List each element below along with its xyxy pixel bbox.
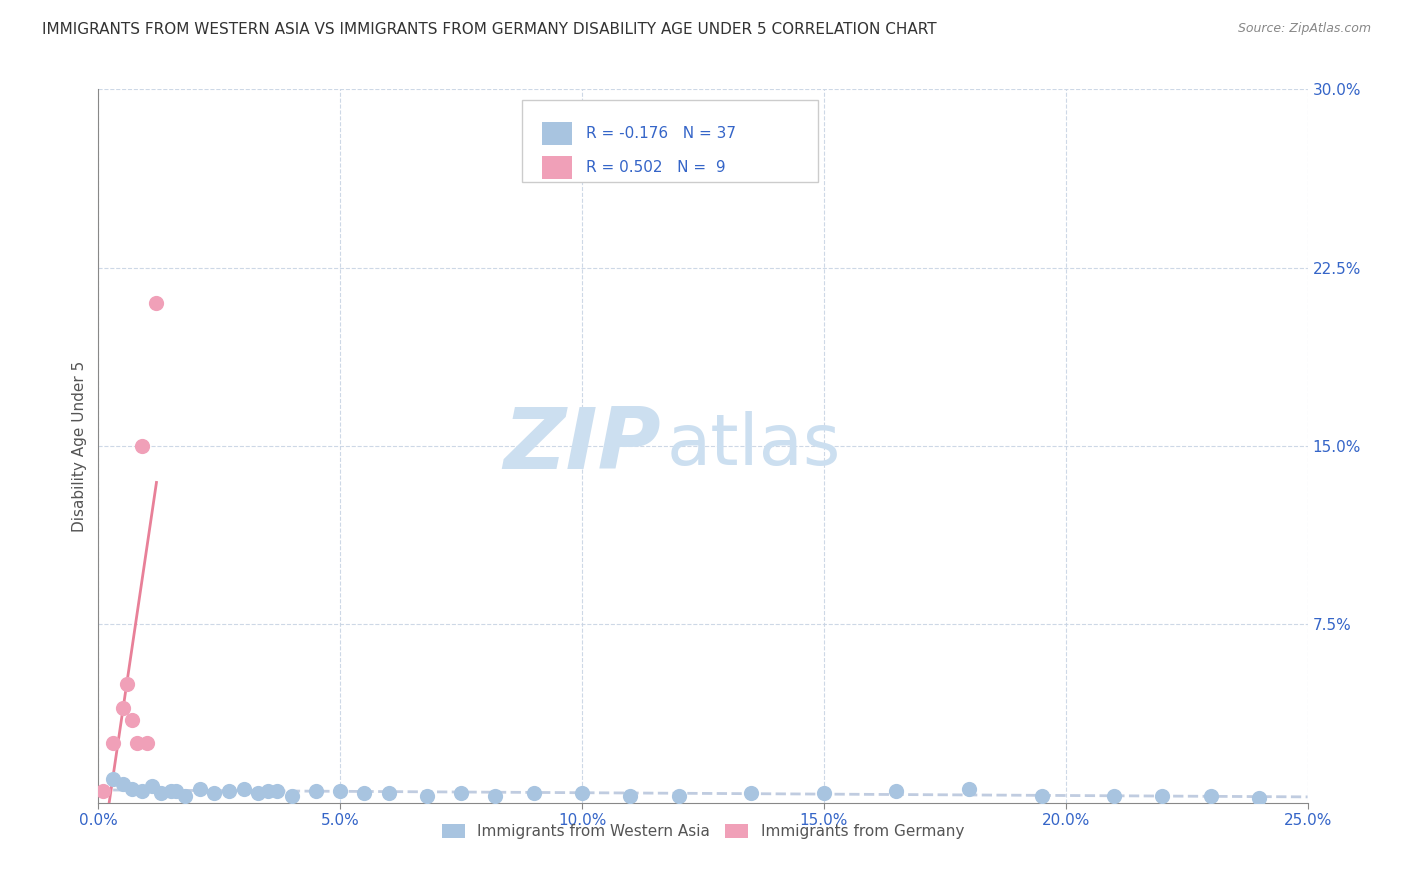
- Point: [218, 784, 240, 798]
- Point: [101, 736, 124, 750]
- Text: atlas: atlas: [666, 411, 841, 481]
- Text: ZIP: ZIP: [503, 404, 661, 488]
- Point: [813, 786, 835, 800]
- Point: [135, 736, 157, 750]
- Point: [204, 786, 226, 800]
- Point: [165, 784, 187, 798]
- Point: [127, 736, 149, 750]
- Point: [111, 700, 134, 714]
- FancyBboxPatch shape: [522, 100, 818, 182]
- Point: [281, 789, 304, 803]
- Point: [174, 789, 197, 803]
- FancyBboxPatch shape: [543, 156, 572, 178]
- FancyBboxPatch shape: [543, 122, 572, 145]
- Point: [256, 784, 278, 798]
- Point: [141, 779, 163, 793]
- Point: [188, 781, 211, 796]
- Point: [266, 784, 288, 798]
- Point: [740, 786, 762, 800]
- Point: [353, 786, 375, 800]
- Legend: Immigrants from Western Asia, Immigrants from Germany: Immigrants from Western Asia, Immigrants…: [436, 818, 970, 845]
- Point: [150, 786, 173, 800]
- Text: R = 0.502   N =  9: R = 0.502 N = 9: [586, 160, 725, 175]
- Point: [160, 784, 183, 798]
- Point: [121, 713, 143, 727]
- Point: [416, 789, 439, 803]
- Point: [523, 786, 546, 800]
- Point: [305, 784, 328, 798]
- Point: [571, 786, 593, 800]
- Point: [131, 439, 153, 453]
- Text: Source: ZipAtlas.com: Source: ZipAtlas.com: [1237, 22, 1371, 36]
- Point: [450, 786, 472, 800]
- Point: [101, 772, 124, 786]
- Point: [117, 677, 139, 691]
- Y-axis label: Disability Age Under 5: Disability Age Under 5: [72, 360, 87, 532]
- Point: [957, 781, 980, 796]
- Text: R = -0.176   N = 37: R = -0.176 N = 37: [586, 126, 735, 141]
- Point: [329, 784, 352, 798]
- Point: [668, 789, 690, 803]
- Point: [131, 784, 153, 798]
- Point: [145, 296, 167, 310]
- Point: [91, 784, 114, 798]
- Point: [484, 789, 506, 803]
- Point: [1199, 789, 1222, 803]
- Point: [111, 777, 134, 791]
- Point: [1152, 789, 1174, 803]
- Point: [1249, 791, 1271, 805]
- Point: [121, 781, 143, 796]
- Point: [1031, 789, 1053, 803]
- Point: [1102, 789, 1125, 803]
- Text: IMMIGRANTS FROM WESTERN ASIA VS IMMIGRANTS FROM GERMANY DISABILITY AGE UNDER 5 C: IMMIGRANTS FROM WESTERN ASIA VS IMMIGRAN…: [42, 22, 936, 37]
- Point: [886, 784, 908, 798]
- Point: [247, 786, 270, 800]
- Point: [377, 786, 399, 800]
- Point: [619, 789, 641, 803]
- Point: [232, 781, 254, 796]
